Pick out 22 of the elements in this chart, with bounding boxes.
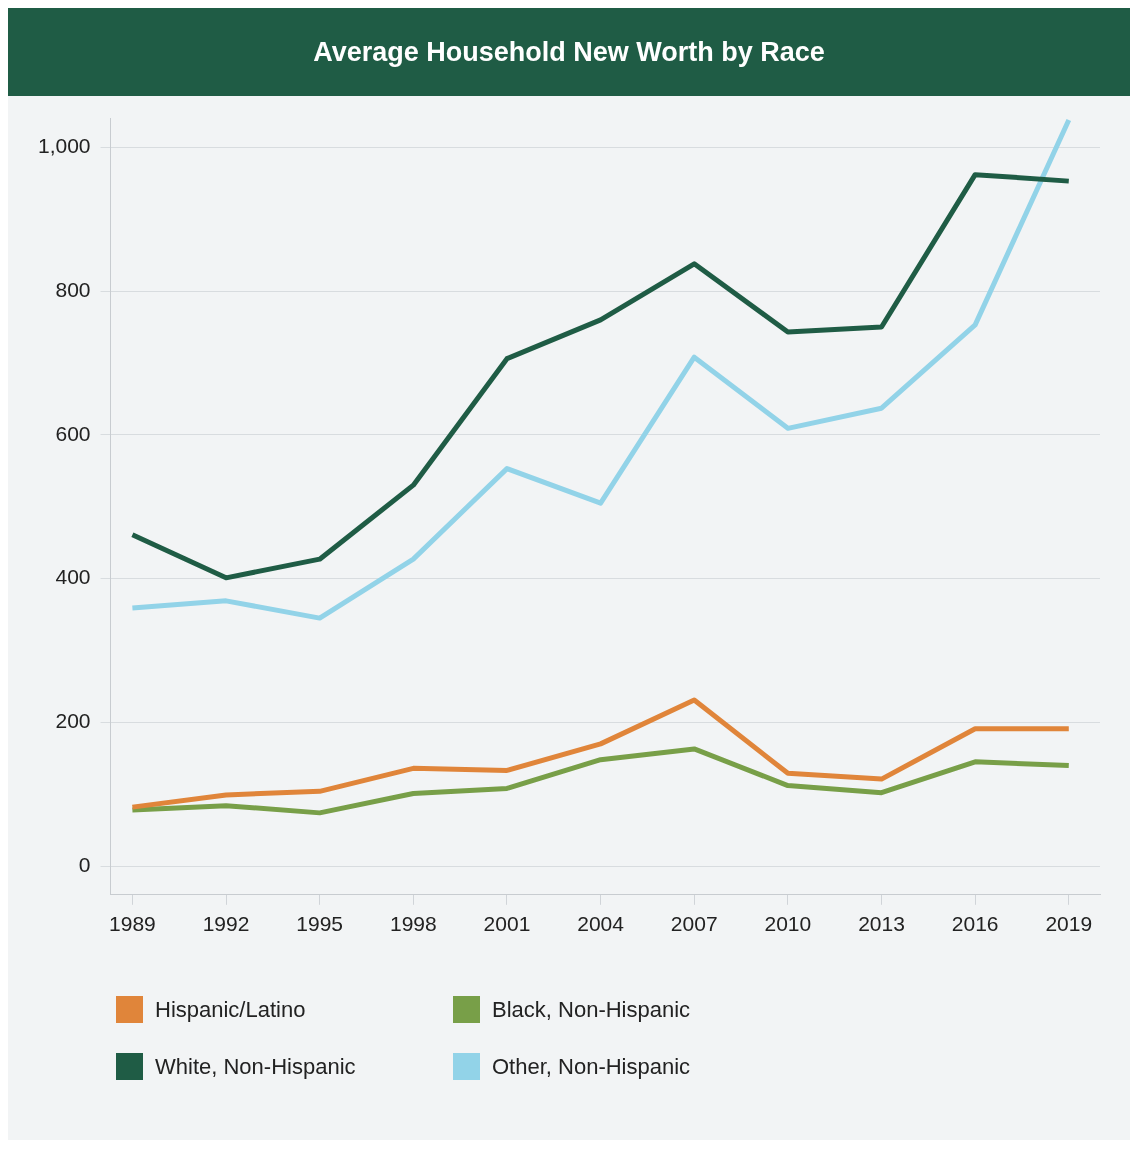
x-tick-label: 1992 bbox=[202, 912, 250, 936]
x-tick-label: 2007 bbox=[670, 912, 718, 936]
x-tick-label: 2019 bbox=[1045, 912, 1093, 936]
x-tick-label: 2013 bbox=[858, 912, 905, 936]
y-tick-label: 800 bbox=[55, 277, 91, 301]
legend-label: White, Non-Hispanic bbox=[155, 1053, 356, 1080]
legend-label: Other, Non-Hispanic bbox=[492, 1053, 691, 1080]
x-tick-label: 1989 bbox=[109, 912, 156, 936]
x-tick-label: 1995 bbox=[296, 912, 344, 936]
x-tick-label: 1998 bbox=[389, 912, 437, 936]
x-tick-label: 2004 bbox=[577, 912, 625, 936]
chart-title: Average Household New Worth by Race bbox=[8, 8, 1130, 96]
y-tick-label: 200 bbox=[55, 709, 91, 733]
y-tick-label: 600 bbox=[55, 421, 91, 445]
y-tick-label: 0 bbox=[78, 852, 91, 876]
x-tick-label: 2001 bbox=[483, 912, 531, 936]
y-tick-label: 400 bbox=[55, 565, 91, 589]
y-tick-label: 1,000 bbox=[37, 134, 91, 158]
legend-label: Hispanic/Latino bbox=[155, 996, 306, 1023]
legend-label: Black, Non-Hispanic bbox=[492, 996, 691, 1023]
x-tick-label: 2016 bbox=[951, 912, 999, 936]
x-tick-label: 2010 bbox=[764, 912, 812, 936]
